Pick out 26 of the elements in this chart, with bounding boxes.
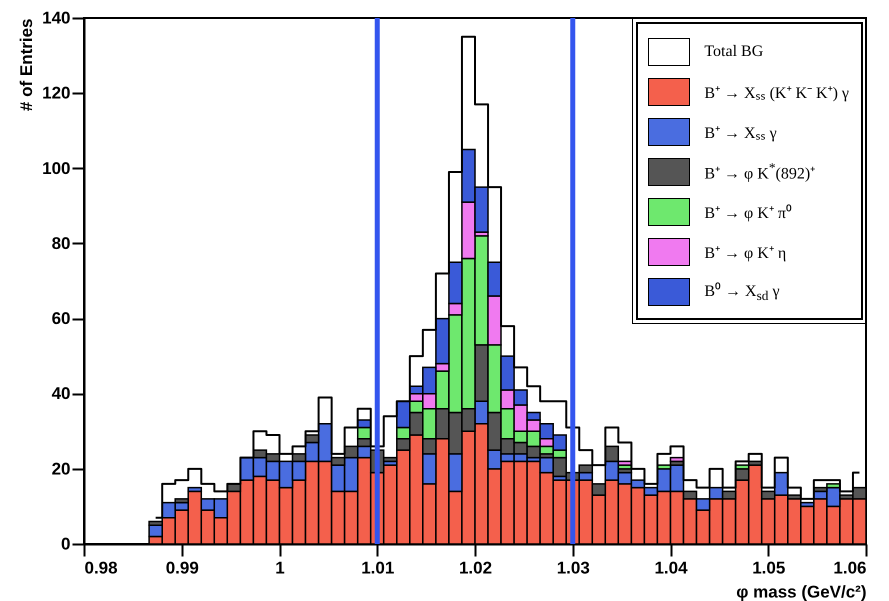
- x-tick-label: 0.98: [84, 558, 118, 578]
- y-tick-label: 40: [52, 384, 70, 404]
- y-tick-label: 0: [61, 534, 70, 554]
- legend-label: B⁺ → Xₛₛ (K⁺ K⁻ K⁺) γ: [704, 84, 849, 103]
- legend-label: B⁺ → φ K$^{*}$(892)⁺: [704, 160, 816, 184]
- x-tick-label: 1.05: [752, 558, 786, 578]
- x-axis-title: φ mass (GeV/c²): [736, 582, 866, 601]
- y-axis-title: # of Entries: [17, 18, 36, 112]
- y-tick-label: 80: [52, 234, 70, 253]
- legend-label: B⁺ → Xₛₛ γ: [704, 124, 777, 143]
- y-tick-label: 140: [42, 8, 70, 28]
- legend-label: B⁺ → φ K⁺ π⁰: [704, 203, 792, 223]
- x-tick-label: 1: [275, 558, 285, 578]
- legend-label: B⁺ → φ K⁺ η: [704, 244, 786, 263]
- x-tick-label: 1.03: [556, 558, 590, 578]
- x-tick-label: 0.99: [166, 558, 199, 578]
- legend-label: B⁰ → X$_{sd}$ γ: [704, 281, 780, 305]
- x-tick-label: 1.01: [361, 558, 394, 578]
- y-tick-label: 20: [52, 459, 70, 478]
- x-tick-label: 1.06: [833, 558, 866, 578]
- legend-label: Total BG: [704, 43, 764, 61]
- y-tick-label: 120: [42, 84, 70, 103]
- y-tick-label: 60: [52, 309, 70, 328]
- x-tick-label: 1.02: [458, 558, 492, 578]
- y-tick-label: 100: [42, 158, 70, 178]
- x-tick-label: 1.04: [654, 558, 688, 578]
